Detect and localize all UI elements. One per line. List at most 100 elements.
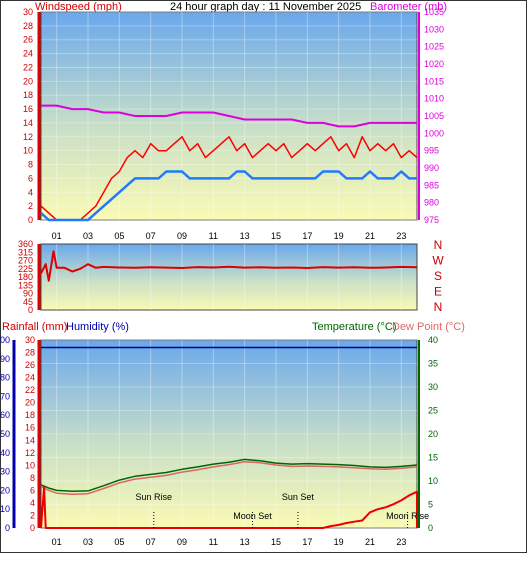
event-markers: Sun Rise Moon Set Sun Set Moon Rise [136,492,429,528]
wind-tick-label: 16 [23,104,33,114]
rainfall-tick-label: 24 [25,373,35,383]
temperature-tick-label: 10 [428,476,438,486]
wind-tick-label: 10 [23,146,33,156]
event-label: Sun Rise [136,492,173,502]
temperature-y-ticks: 0 5 10 15 20 25 30 35 40 [428,335,438,533]
wind-tick-label: 14 [23,118,33,128]
wind-tick-label: 24 [23,49,33,59]
hour-tick-label: 13 [240,231,250,241]
barometer-tick-label: 995 [424,146,439,156]
rainfall-tick-label: 22 [25,385,35,395]
temperature-tick-label: 25 [428,406,438,416]
humidity-tick-label: 10 [0,504,10,514]
direction-tick-label: 135 [18,280,33,290]
rainfall-tick-label: 16 [25,423,35,433]
left-axis-label: Windspeed (mph) [35,1,122,13]
rainfall-tick-label: 14 [25,435,35,445]
direction-tick-label: 45 [23,297,33,307]
humidity-tick-label: 70 [0,391,10,401]
barometer-tick-label: 1020 [424,59,444,69]
humidity-tick-label: 30 [0,467,10,477]
barometer-tick-label: 990 [424,163,439,173]
hour-tick-label: 11 [209,537,218,547]
wind-tick-label: 30 [23,7,33,17]
direction-tick-label: 270 [18,256,33,266]
wind-tick-label: 28 [23,21,33,31]
humidity-tick-label: 80 [0,373,10,383]
wind-tick-label: 26 [23,35,33,45]
barometer-tick-label: 985 [424,180,439,190]
rainfall-tick-label: 2 [30,510,35,520]
rainfall-tick-label: 18 [25,410,35,420]
barometer-tick-label: 980 [424,198,439,208]
rainfall-tick-label: 20 [25,398,35,408]
direction-tick-label: 180 [18,272,33,282]
barometer-tick-label: 1035 [424,7,444,17]
wind-tick-label: 2 [28,201,33,211]
hour-tick-label: 15 [271,537,281,547]
humidity-tick-label: 60 [0,410,10,420]
compass-label: E [434,285,442,299]
temperature-tick-label: 5 [428,500,433,510]
temperature-line [40,458,418,493]
wind-x-ticks: 01 03 05 07 09 11 13 15 17 19 21 23 [52,231,407,241]
hour-tick-label: 23 [396,231,406,241]
windspeed-line [40,136,418,221]
wind-tick-label: 12 [23,132,33,142]
event-label: Moon Set [233,511,272,521]
rainfall-tick-label: 0 [30,523,35,533]
rainfall-tick-label: 28 [25,348,35,358]
event-label: Moon Rise [386,511,429,521]
hour-tick-label: 21 [365,537,375,547]
compass-label: W [432,254,444,268]
wind-tick-label: 18 [23,90,33,100]
hour-tick-label: 03 [83,231,93,241]
direction-grid [56,244,402,310]
direction-tick-label: 0 [28,305,33,315]
hour-tick-label: 01 [52,231,62,241]
hour-tick-label: 05 [114,231,124,241]
barometer-tick-label: 1005 [424,111,444,121]
outer-border [0,0,527,553]
wind-tick-label: 22 [23,62,33,72]
hour-tick-label: 17 [302,537,312,547]
wind-tick-label: 8 [28,160,33,170]
direction-tick-label: 90 [23,289,33,299]
wind-direction-line [40,250,418,282]
humidity-y-ticks: 0 10 20 30 40 50 60 70 80 90 100 [0,335,10,533]
temperature-tick-label: 15 [428,453,438,463]
compass-label: N [434,300,443,314]
direction-panel-bg [40,243,418,311]
graph-title: 24 hour graph day : 11 November 2025 [170,1,361,13]
humidity-tick-label: 20 [0,485,10,495]
temperature-tick-label: 0 [428,523,433,533]
humidity-tick-label: 90 [0,354,10,364]
barometer-tick-label: 1030 [424,24,444,34]
right-axis-label: Barometer (mb) [370,1,447,13]
wind-tick-label: 20 [23,76,33,86]
hour-tick-label: 01 [52,537,62,547]
hour-tick-label: 21 [365,231,375,241]
barometer-tick-label: 1015 [424,76,444,86]
rainfall-label: Rainfall (mm) [2,321,67,333]
rainfall-tick-label: 4 [30,498,35,508]
rainfall-line [40,486,418,529]
barometer-y-ticks: 975 980 985 990 995 1000 1005 1010 1015 1020 1025 1… [424,7,444,225]
compass-label: N [434,238,443,252]
hour-tick-label: 09 [177,231,187,241]
barometer-tick-label: 1000 [424,128,444,138]
humidity-tick-label: 0 [5,523,10,533]
temperature-tick-label: 35 [428,359,438,369]
event-label: Sun Set [282,492,315,502]
temperature-x-ticks: 01 03 05 07 09 11 13 15 17 19 21 23 [52,537,407,547]
direction-tick-label: 315 [18,247,33,257]
barometer-tick-label: 1025 [424,42,444,52]
wind-tick-label: 0 [28,215,33,225]
hour-tick-label: 15 [271,231,281,241]
hour-tick-label: 19 [334,537,344,547]
rainfall-tick-label: 10 [25,460,35,470]
rainfall-tick-label: 12 [25,448,35,458]
